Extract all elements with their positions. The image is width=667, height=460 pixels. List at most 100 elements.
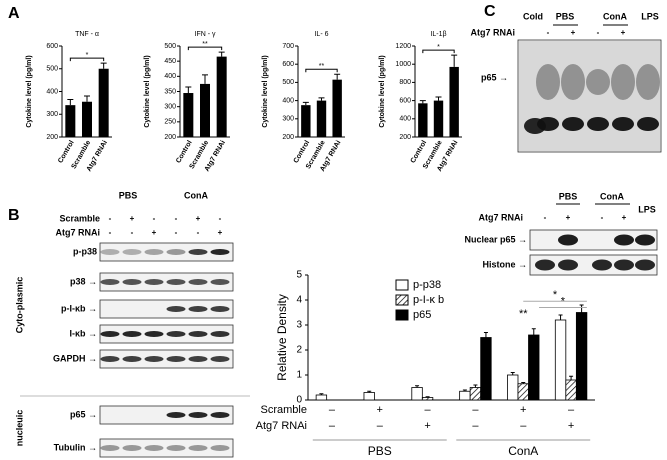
y-tick-label: 800 [399, 79, 411, 86]
bar [421, 397, 434, 401]
bar [301, 105, 311, 137]
blot-band [100, 356, 120, 362]
group-label: ConA [184, 190, 208, 200]
band-label: p65 → [481, 72, 508, 82]
y-tick-label: 500 [46, 66, 58, 73]
y-axis-label: Cytokine level (pg/ml) [26, 55, 33, 127]
bar [449, 66, 459, 137]
panel-label: C [484, 3, 496, 20]
row-label: Atg7 RNAi [479, 212, 524, 222]
y-tick-label: 1000 [395, 61, 411, 68]
blot-band [188, 279, 208, 285]
group-label: Cold [523, 11, 543, 21]
row-sign: - [544, 213, 547, 222]
y-tick-label: 0 [296, 395, 302, 406]
blot-band [561, 64, 585, 100]
band-label: GAPDH → [53, 353, 97, 363]
blot-band [562, 117, 584, 131]
error-bar [302, 101, 309, 106]
annotation: * [553, 289, 558, 301]
blot-band [558, 259, 578, 271]
blot-band [166, 412, 186, 418]
blot-band [210, 249, 230, 255]
error-bar [483, 332, 488, 338]
y-tick-label: 450 [164, 58, 176, 65]
y-tick-label: 300 [282, 116, 294, 123]
section-label: Cyto-plasmic [14, 277, 24, 334]
group-label: PBS [559, 191, 578, 201]
band-label: p-I-κb → [61, 303, 97, 313]
y-tick-label: 1 [296, 370, 302, 381]
y-axis-label: Cytokine level (pg/ml) [144, 55, 151, 127]
bar [459, 390, 471, 401]
row-sign: - [219, 214, 222, 223]
section-label: nucleuic [14, 410, 24, 447]
row-label: Atg7 RNAi [471, 27, 516, 37]
error-bar [425, 396, 430, 398]
y-axis-label: Cytokine level (pg/ml) [262, 55, 269, 127]
row-sign: + [377, 404, 383, 416]
bar [315, 394, 328, 401]
bar [480, 337, 492, 401]
band-label: I-κb → [69, 328, 97, 338]
blot-band [535, 259, 555, 271]
row-label: Atg7 RNAi [256, 420, 307, 432]
blot-band [537, 117, 559, 131]
group-label: LPS [638, 204, 656, 214]
bar [82, 101, 92, 137]
blot-frame [99, 438, 234, 458]
row-sign: - [109, 228, 112, 237]
blot-band [536, 64, 560, 100]
bar [565, 379, 577, 401]
blot-band [100, 279, 120, 285]
error-bar [318, 97, 325, 101]
row-sign: + [566, 213, 571, 222]
blot-band [210, 306, 230, 312]
blot-band [210, 331, 230, 337]
row-sign: + [152, 228, 157, 237]
error-bar [558, 314, 563, 320]
row-sign: - [175, 228, 178, 237]
y-tick-label: 1200 [395, 43, 411, 50]
legend-label: p-I-κ b [413, 294, 444, 306]
annotation: * [561, 295, 566, 307]
group-label: PBS [556, 11, 575, 21]
band-label: p-p38 [73, 246, 97, 256]
row-sign: + [568, 420, 574, 432]
y-tick-label: 200 [46, 134, 58, 141]
y-tick-label: 200 [164, 134, 176, 141]
error-bar [419, 100, 426, 104]
bar [316, 100, 327, 137]
y-tick-label: 250 [164, 119, 176, 126]
bar [411, 387, 423, 401]
significance-bracket [422, 49, 455, 54]
legend-label: p65 [413, 309, 431, 321]
bar [554, 319, 567, 401]
error-bar [462, 389, 467, 392]
blot-band [122, 249, 142, 255]
y-tick-label: 300 [46, 111, 58, 118]
blot-band [592, 259, 612, 271]
chart-title: IL-1β [430, 31, 446, 38]
chart-title: TNF - α [75, 31, 99, 38]
significance-bracket [305, 68, 338, 73]
bar [183, 93, 194, 137]
row-sign: – [329, 404, 336, 416]
y-tick-label: 400 [282, 97, 294, 104]
row-sign: - [601, 213, 604, 222]
legend-swatch [395, 279, 409, 291]
significance-bracket [69, 57, 105, 62]
blot-band [122, 331, 142, 337]
legend-swatch [395, 294, 409, 306]
row-sign: + [571, 28, 576, 37]
blot-band [166, 445, 186, 451]
blot-band [637, 117, 659, 131]
blot-band [144, 445, 164, 451]
bar [332, 79, 342, 137]
y-tick-label: 3 [296, 320, 302, 331]
error-bar [521, 382, 526, 384]
error-bar [579, 304, 584, 313]
y-tick-label: 500 [282, 79, 294, 86]
bar [433, 100, 444, 137]
